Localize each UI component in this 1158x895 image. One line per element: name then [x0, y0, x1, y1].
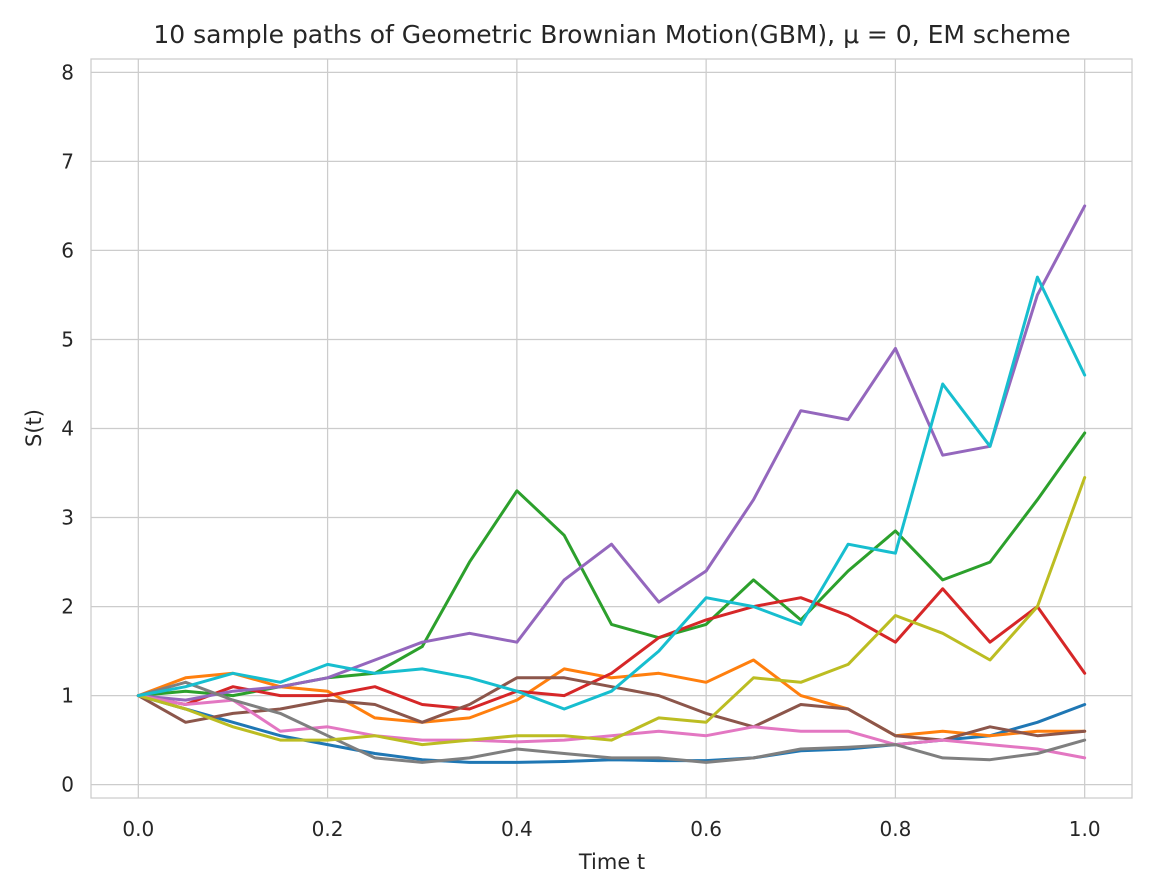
x-tick-label: 0.4	[501, 817, 533, 841]
y-tick-label: 1	[61, 684, 74, 708]
series-line-7	[136, 694, 1087, 760]
y-tick-label: 7	[61, 149, 74, 173]
y-tick-label: 0	[61, 773, 74, 797]
series-line-10	[136, 275, 1087, 711]
series-line-6	[136, 676, 1087, 742]
x-tick-label: 1.0	[1069, 817, 1101, 841]
x-tick-label: 0.0	[122, 817, 154, 841]
y-tick-label: 4	[61, 417, 74, 441]
series-line-4	[136, 587, 1087, 711]
x-axis-label: Time t	[578, 850, 645, 874]
series-line-9	[136, 476, 1087, 747]
series-line-8	[136, 680, 1087, 764]
series-layer	[136, 204, 1087, 764]
y-tick-label: 8	[61, 60, 74, 84]
y-tick-label: 5	[61, 327, 74, 351]
x-tick-label: 0.8	[880, 817, 912, 841]
y-tick-label: 6	[61, 238, 74, 262]
y-tick-label: 3	[61, 506, 74, 530]
chart-title: 10 sample paths of Geometric Brownian Mo…	[153, 20, 1070, 49]
grid-lines	[91, 59, 1132, 798]
series-line-5	[136, 204, 1087, 702]
x-tick-labels: 0.0 0.2 0.4 0.6 0.8 1.0	[122, 817, 1100, 841]
x-tick-label: 0.6	[690, 817, 722, 841]
y-axis-label: S(t)	[22, 409, 46, 447]
x-tick-label: 0.2	[312, 817, 344, 841]
series-line-2	[136, 658, 1087, 738]
y-tick-label: 2	[61, 595, 74, 619]
y-tick-labels: 0 1 2 3 4 5 6 7 8	[61, 60, 74, 796]
